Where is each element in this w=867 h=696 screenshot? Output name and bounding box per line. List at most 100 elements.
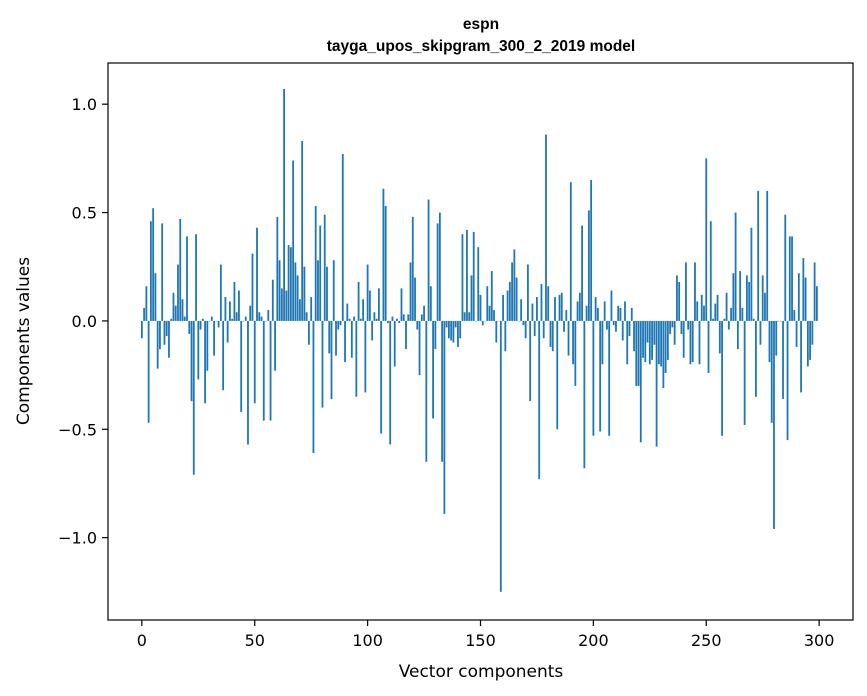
bar-component-87 bbox=[337, 320, 340, 330]
bar-component-0 bbox=[140, 320, 143, 339]
bar-component-197 bbox=[585, 305, 588, 321]
bar-component-275 bbox=[761, 275, 764, 321]
bar-component-41 bbox=[233, 281, 236, 321]
bar-component-238 bbox=[678, 281, 681, 321]
y-axis-label: Components values bbox=[14, 257, 34, 425]
bar-component-15 bbox=[174, 305, 177, 321]
y-tick-label: 0.0 bbox=[72, 312, 97, 331]
bar-component-209 bbox=[612, 320, 615, 326]
bar-component-290 bbox=[795, 320, 798, 347]
bar-component-76 bbox=[312, 320, 315, 454]
bar-component-230 bbox=[660, 320, 663, 367]
bar-component-77 bbox=[314, 206, 317, 321]
bar-component-242 bbox=[687, 320, 690, 330]
bar-component-90 bbox=[344, 320, 346, 363]
bar-component-226 bbox=[651, 320, 653, 360]
bar-component-42 bbox=[235, 312, 238, 321]
bar-component-214 bbox=[624, 301, 626, 321]
x-tick-label: 0 bbox=[137, 631, 147, 650]
y-tick-label: 1.0 bbox=[72, 95, 97, 114]
bar-component-172 bbox=[529, 320, 532, 402]
bar-component-187 bbox=[563, 320, 565, 332]
bar-component-58 bbox=[271, 279, 274, 321]
chart-subtitle: tayga_upos_skipgram_300_2_2019 model bbox=[327, 38, 635, 55]
bar-component-269 bbox=[748, 281, 751, 321]
bar-component-201 bbox=[594, 297, 597, 321]
bar-component-21 bbox=[188, 320, 191, 334]
bar-component-116 bbox=[402, 314, 405, 321]
bar-component-297 bbox=[811, 320, 814, 345]
bar-component-166 bbox=[515, 277, 518, 321]
x-axis-label: Vector components bbox=[399, 662, 564, 682]
bar-component-81 bbox=[323, 214, 326, 321]
bar-component-138 bbox=[452, 320, 455, 343]
x-tick-label: 150 bbox=[465, 631, 496, 650]
x-tick-label: 50 bbox=[245, 631, 265, 650]
bar-component-66 bbox=[289, 247, 292, 321]
chart-title: espn bbox=[463, 16, 499, 33]
bar-component-8 bbox=[159, 320, 161, 350]
bar-component-118 bbox=[407, 314, 410, 321]
bar-component-168 bbox=[520, 299, 523, 321]
bar-component-7 bbox=[156, 320, 159, 369]
plot-area-frame bbox=[107, 62, 854, 621]
bar-component-243 bbox=[689, 320, 692, 365]
bar-component-260 bbox=[727, 320, 730, 330]
bar-component-213 bbox=[621, 320, 624, 341]
bar-component-117 bbox=[405, 320, 407, 350]
bar-component-68 bbox=[294, 262, 297, 321]
bar-component-296 bbox=[809, 320, 812, 360]
bar-component-188 bbox=[565, 310, 568, 321]
bar-component-170 bbox=[524, 320, 527, 339]
bar-component-135 bbox=[445, 320, 448, 328]
bar-component-267 bbox=[743, 320, 746, 425]
bar-component-271 bbox=[752, 318, 755, 321]
bar-component-3 bbox=[147, 320, 150, 423]
bar-component-234 bbox=[669, 320, 672, 334]
bar-component-206 bbox=[606, 320, 608, 330]
bar-component-139 bbox=[454, 320, 457, 328]
bar-component-295 bbox=[806, 320, 809, 367]
bar-component-194 bbox=[578, 292, 581, 321]
bar-component-205 bbox=[603, 301, 606, 321]
x-tick-label: 300 bbox=[804, 631, 835, 650]
bar-component-299 bbox=[815, 286, 818, 321]
bar-component-155 bbox=[490, 271, 493, 321]
bar-component-216 bbox=[628, 320, 631, 337]
bar-component-156 bbox=[493, 310, 495, 321]
bar-component-222 bbox=[642, 320, 644, 358]
bar-component-123 bbox=[418, 320, 421, 376]
bar-component-229 bbox=[657, 320, 660, 365]
bar-component-62 bbox=[280, 288, 283, 321]
bar-component-289 bbox=[793, 310, 796, 321]
bar-component-259 bbox=[725, 292, 728, 321]
bar-component-32 bbox=[213, 320, 216, 356]
bar-component-50 bbox=[253, 320, 256, 404]
bar-component-183 bbox=[554, 297, 556, 321]
bar-component-133 bbox=[441, 320, 444, 462]
bar-component-47 bbox=[247, 320, 249, 445]
bar-component-128 bbox=[429, 286, 432, 321]
x-axis-ticks: 0 50 100 150 200 250 300 bbox=[137, 620, 835, 650]
bar-component-146 bbox=[470, 275, 473, 321]
bar-component-261 bbox=[730, 307, 732, 321]
bar-component-150 bbox=[479, 294, 482, 321]
bar-component-286 bbox=[786, 320, 789, 441]
bar-component-79 bbox=[319, 225, 322, 321]
bar-component-73 bbox=[305, 312, 308, 321]
bar-component-225 bbox=[648, 320, 651, 365]
bar-component-28 bbox=[204, 320, 206, 404]
bar-component-273 bbox=[757, 190, 760, 321]
bar-component-268 bbox=[745, 275, 748, 321]
bar-component-1 bbox=[143, 307, 146, 321]
bar-component-265 bbox=[739, 271, 742, 321]
bar-component-264 bbox=[736, 320, 739, 350]
bar-component-84 bbox=[330, 320, 333, 399]
bar-component-196 bbox=[583, 320, 586, 469]
bar-component-101 bbox=[368, 290, 371, 321]
bar-component-108 bbox=[384, 206, 387, 321]
bar-component-237 bbox=[676, 275, 678, 321]
bar-component-185 bbox=[558, 294, 561, 321]
bar-component-245 bbox=[694, 262, 696, 321]
bar-component-46 bbox=[244, 316, 247, 321]
